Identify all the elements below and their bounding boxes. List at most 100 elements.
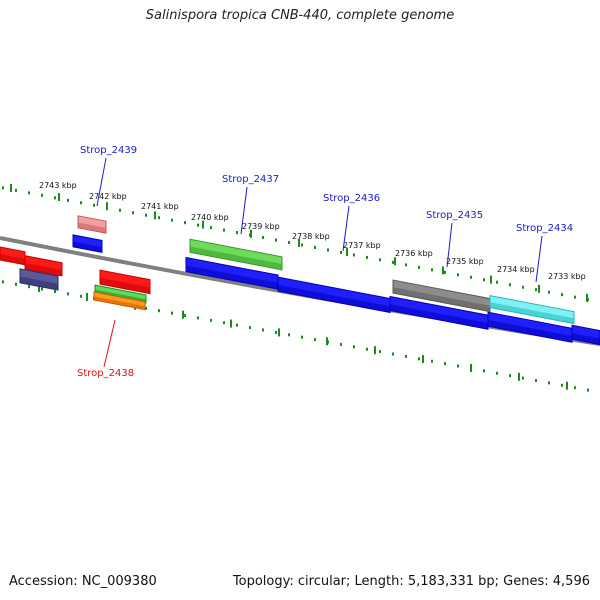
kbp-label: 2734 kbp [497,265,535,274]
gene-feature-shade-11 [25,262,62,276]
tick-major-inner [470,363,472,372]
tick-dot-inner [80,294,82,298]
gene-feature-shade-5 [278,284,390,313]
gene-feature-shade-1 [393,287,490,312]
tick-dot-outer [197,223,199,227]
tick-dot-inner [366,347,368,351]
kbp-label: 2738 kbp [292,232,330,241]
tick-dot-inner [418,357,420,361]
tick-dot-outer [379,258,381,262]
tick-dot-outer [496,280,498,284]
gene-label: Strop_2436 [323,193,380,204]
tick-dot-outer [392,260,394,264]
tick-dot-inner [483,369,485,373]
tick-dot-inner [314,338,316,342]
tick-dot-outer [470,275,472,279]
tick-major-inner [518,372,520,381]
tick-dot-outer [483,278,485,282]
gene-feature-shade-6 [390,304,488,330]
tick-dot-outer [353,253,355,257]
gene-feature-shade-12 [20,276,58,291]
gene-label: Strop_2437 [222,174,279,185]
tick-dot-outer [535,288,537,292]
gene-feature-shade-8 [572,332,600,345]
gene-label-leader [96,157,107,207]
tick-dot-inner [262,328,264,332]
gene-label-leader [342,205,350,252]
tick-major-outer [58,193,60,202]
tick-dot-inner [41,287,43,291]
tick-dot-inner [2,280,4,284]
kbp-label: 2735 kbp [446,257,484,266]
tick-dot-inner [353,345,355,349]
tick-dot-outer [80,201,82,205]
tick-major-outer [298,238,300,247]
tick-dot-inner [158,309,160,313]
tick-dot-inner [574,386,576,390]
tick-major-inner [566,381,568,390]
tick-dot-inner [28,285,30,289]
gene-features [0,215,600,346]
tick-dot-inner [457,364,459,368]
tick-dot-outer [210,226,212,230]
tick-dot-outer [327,248,329,252]
tick-dot-outer [418,265,420,269]
tick-dot-outer [314,245,316,249]
gene-feature-shade-7 [488,319,572,343]
kbp-label: 2737 kbp [343,241,381,250]
gene-feature-shade-2 [490,302,574,324]
tick-dot-inner [15,282,17,286]
gene-feature-shade-13 [100,277,150,294]
tick-dot-outer [340,250,342,254]
tick-dot-outer [301,243,303,247]
tick-dot-outer [67,198,69,202]
tick-dot-inner [587,388,589,392]
tick-dot-outer [431,268,433,272]
gene-label-leader [103,319,116,368]
tick-major-inner [278,328,280,337]
gene-label: Strop_2434 [516,223,573,234]
tick-dot-inner [340,342,342,346]
tick-major-outer [202,220,204,229]
tick-major-outer [538,284,540,293]
tick-dot-inner [236,323,238,327]
kbp-label: 2739 kbp [242,222,280,231]
tick-dot-inner [444,362,446,366]
gene-feature-shade-9 [73,241,102,253]
tick-dot-inner [405,354,407,358]
tick-dot-outer [2,186,4,190]
tick-dot-inner [275,330,277,334]
gene-labels: Strop_2439 Strop_2437 Strop_2436 Strop_2435… [77,145,573,379]
tick-major-outer [586,293,588,302]
tick-major-outer [10,183,12,192]
tick-dot-outer [522,285,524,289]
tick-dot-outer [145,213,147,217]
gene-feature-shade-3 [78,222,106,234]
tick-dot-inner [67,292,69,296]
tick-dot-inner [392,352,394,356]
tick-dot-outer [457,273,459,277]
tick-major-outer [106,202,108,211]
tick-dot-inner [54,289,56,293]
tick-major-inner [182,310,184,319]
topology-label: Topology: circular; Length: 5,183,331 bp… [232,574,590,589]
tick-dot-outer [93,203,95,207]
tick-dot-inner [496,371,498,375]
tick-dot-outer [54,196,56,200]
kbp-label: 2733 kbp [548,272,586,281]
tick-dot-outer [275,238,277,242]
gene-label: Strop_2438 [77,368,134,379]
tick-dot-inner [145,306,147,310]
tick-dot-inner [184,314,186,318]
tick-major-outer [154,211,156,220]
tick-dot-outer [444,270,446,274]
tick-dot-inner [431,359,433,363]
tick-dot-inner [509,374,511,378]
tick-dot-inner [548,381,550,385]
gene-feature-shade-0 [190,246,282,270]
tick-dot-inner [197,316,199,320]
kbp-label: 2741 kbp [141,202,179,211]
tick-major-outer [394,257,396,266]
tick-dot-outer [41,193,43,197]
